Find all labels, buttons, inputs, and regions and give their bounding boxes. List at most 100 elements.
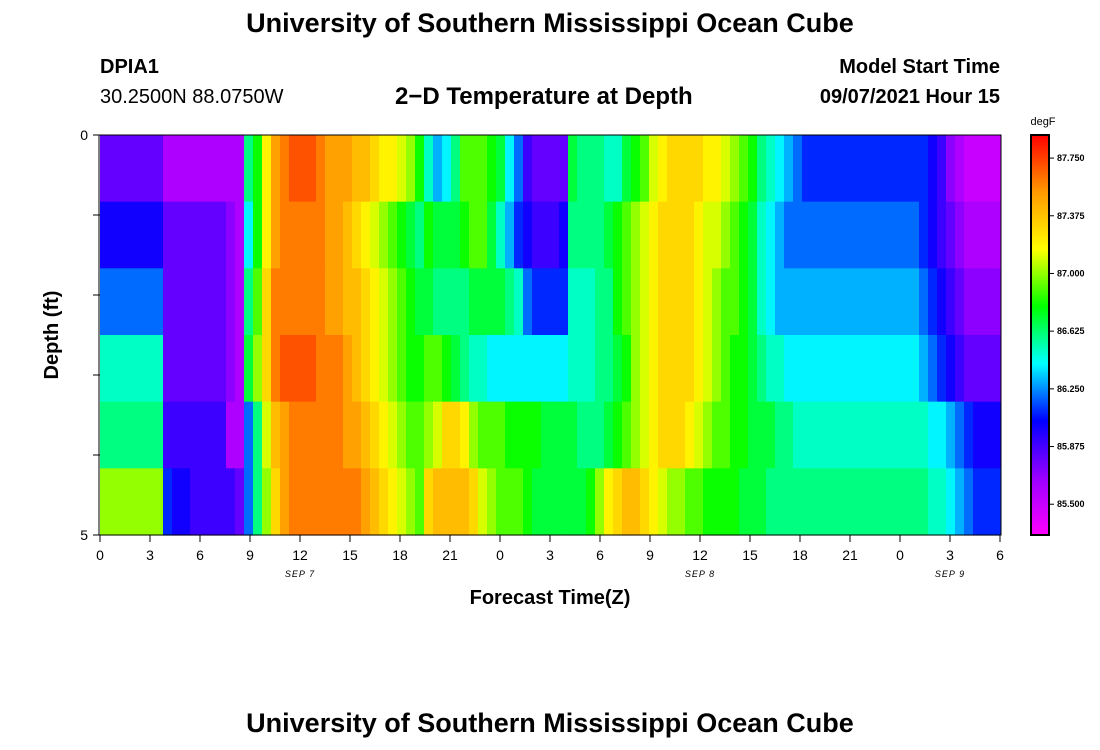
heatmap-cell [289,201,299,269]
heatmap-cell [361,268,371,336]
heatmap-cell [847,268,857,336]
heatmap-cell [163,468,173,536]
heatmap-cell [172,335,182,403]
heatmap-cell [946,468,956,536]
heatmap-cell [721,268,731,336]
heatmap-cell [361,135,371,203]
heatmap-cell [883,401,893,469]
heatmap-cell [865,201,875,269]
heatmap-cell [694,401,704,469]
x-tick-label: 0 [496,547,504,563]
heatmap-cell [892,401,902,469]
heatmap-cell [568,201,578,269]
heatmap-cell [919,468,929,536]
heatmap-cell [937,268,947,336]
heatmap-cell [505,268,515,336]
heatmap-cell [136,335,146,403]
heatmap-cell [163,268,173,336]
heatmap-cell [496,268,506,336]
heatmap-cell [973,268,983,336]
heatmap-cell [199,401,209,469]
heatmap-cell [181,135,191,203]
heatmap-cell [595,135,605,203]
heatmap-cell [577,468,587,536]
heatmap-cell [991,201,1001,269]
heatmap-cell [253,135,263,203]
heatmap-cell [487,135,497,203]
heatmap-cell [217,401,227,469]
heatmap-cell [622,201,632,269]
heatmap-cell [991,268,1001,336]
heatmap-cell [208,468,218,536]
heatmap-cell [991,135,1001,203]
heatmap-cell [235,135,245,203]
heatmap-cell [118,135,128,203]
heatmap-cell [775,335,785,403]
heatmap-cell [757,135,767,203]
heatmap-cell [883,335,893,403]
heatmap-cell [127,201,137,269]
heatmap-cell [100,401,110,469]
heatmap-cell [856,468,866,536]
heatmap-cell [919,335,929,403]
heatmap-cell [946,401,956,469]
heatmap-cell [676,401,686,469]
heatmap-cell [901,135,911,203]
heatmap-cell [451,201,461,269]
heatmap-cell [586,135,596,203]
heatmap-cell [964,135,974,203]
heatmap-cell [856,201,866,269]
heatmap-cell [343,135,353,203]
heatmap-cell [424,268,434,336]
heatmap-cell [226,401,236,469]
heatmap-cell [964,468,974,536]
heatmap-cell [685,135,695,203]
heatmap-cell [955,201,965,269]
heatmap-cell [352,268,362,336]
heatmap-cell [910,468,920,536]
heatmap-cell [793,268,803,336]
heatmap-cell [190,268,200,336]
heatmap-cell [721,468,731,536]
heatmap-cell [982,135,992,203]
heatmap-cell [496,335,506,403]
heatmap-cell [829,201,839,269]
heatmap-cell [307,468,317,536]
heatmap-cell [748,135,758,203]
heatmap-cell [622,401,632,469]
heatmap-cell [640,201,650,269]
heatmap-cell [793,468,803,536]
heatmap-cell [640,401,650,469]
heatmap-cell [586,401,596,469]
heatmap-cell [244,468,254,536]
heatmap-cell [784,468,794,536]
heatmap-cell [181,468,191,536]
heatmap-cell [289,268,299,336]
heatmap-cell [109,268,119,336]
heatmap-cell [595,201,605,269]
heatmap-cell [595,268,605,336]
heatmap-cell [577,335,587,403]
heatmap-cell [703,468,713,536]
heatmap-cell [757,401,767,469]
heatmap-cell [217,335,227,403]
heatmap-cell [136,268,146,336]
heatmap-cell [352,468,362,536]
heatmap-cell [730,135,740,203]
heatmap-cell [955,401,965,469]
heatmap-cell [343,468,353,536]
heatmap-cell [532,201,542,269]
heatmap-cell [721,135,731,203]
heatmap-cell [316,201,326,269]
heatmap-cell [667,335,677,403]
heatmap-cell [577,201,587,269]
heatmap-cell [370,468,380,536]
heatmap-cell [109,468,119,536]
heatmap-cell [316,268,326,336]
heatmap-cell [388,135,398,203]
heatmap-cell [865,335,875,403]
heatmap-cell [361,201,371,269]
heatmap-cell [694,268,704,336]
heatmap-cell [415,468,425,536]
heatmap-cell [946,335,956,403]
